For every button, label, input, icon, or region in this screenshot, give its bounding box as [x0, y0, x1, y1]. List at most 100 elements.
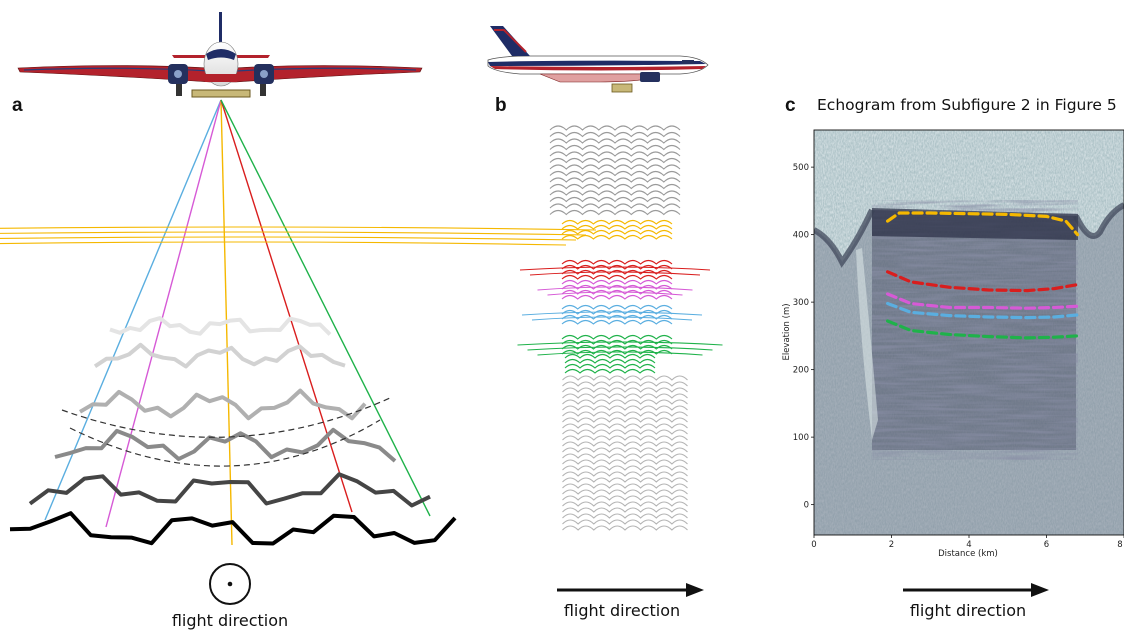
y-tick-label: 400 — [793, 231, 809, 241]
layer-4 — [54, 427, 397, 463]
traced-layer-2 — [886, 270, 1080, 293]
waveform-row — [562, 411, 688, 417]
waveform-row-green — [561, 339, 673, 345]
waveform-row — [562, 423, 688, 429]
beam-blue — [44, 99, 222, 521]
waveform-row — [549, 170, 681, 177]
waveform-row — [562, 417, 688, 423]
flight-direction-arrow-c-icon — [903, 583, 1049, 597]
waveform-band-yellow — [0, 226, 597, 231]
waveform-row — [562, 399, 688, 405]
echogram-axes: 0 2 4 6 8 0 100 200 300 400 500 — [793, 163, 1124, 550]
waveform-row — [562, 483, 688, 489]
layer-1 — [109, 316, 332, 336]
beam-red — [220, 99, 353, 513]
traced-layer-1 — [886, 211, 1080, 237]
waveform-row — [562, 381, 688, 387]
flight-direction-arrow-b-icon — [557, 583, 704, 597]
waveform-band-magenta — [547, 291, 683, 296]
waveform-row — [549, 144, 681, 151]
waveform-band-red — [519, 266, 711, 271]
waveform-row-magenta — [561, 279, 673, 285]
waveform-band-yellow — [0, 231, 587, 236]
waveform-row-red — [561, 274, 673, 280]
waveform-row — [562, 525, 688, 531]
panel-label-c: c — [785, 95, 796, 116]
layer-6 — [9, 511, 457, 546]
panel-a: a flight direction — [9, 12, 457, 630]
traced-layer-4 — [886, 301, 1080, 320]
curvature-arc-2 — [69, 419, 381, 467]
traced-layer-3 — [886, 292, 1080, 310]
waveform-row-yellow — [561, 229, 673, 235]
waveform-row-yellow — [561, 234, 673, 240]
waveform-row — [549, 164, 681, 170]
panel-label-b: b — [495, 95, 507, 116]
echogram-image — [814, 130, 1124, 535]
waveform-row — [562, 447, 688, 453]
waveform-row — [549, 203, 681, 209]
curvature-arc-1 — [61, 397, 391, 438]
chart-title: Echogram from Subfigure 2 in Figure 5 — [817, 96, 1117, 114]
waveform-row — [562, 435, 688, 441]
flight-direction-dot-icon — [227, 581, 233, 587]
waveform-row-green — [564, 368, 656, 374]
waveform-row — [562, 429, 688, 435]
y-tick-label: 100 — [793, 433, 809, 443]
x-tick-label: 6 — [1044, 540, 1049, 550]
waveform-row — [549, 157, 681, 164]
panel-label-a: a — [12, 95, 23, 116]
waveform-row — [562, 471, 688, 477]
panel-b: b flight direction — [0, 26, 723, 620]
waveform-row — [562, 489, 688, 495]
waveform-row — [562, 405, 688, 411]
subsurface-layers — [9, 316, 457, 546]
waveform-row — [549, 183, 681, 190]
beam-green — [220, 99, 431, 517]
waveform-row-yellow — [561, 224, 673, 230]
y-tick-label: 200 — [793, 366, 809, 376]
waveform-row-blue — [561, 309, 673, 315]
waveform-band-yellow — [0, 241, 567, 246]
waveform-row — [562, 465, 688, 471]
layer-3 — [78, 388, 367, 421]
waveform-row — [562, 459, 688, 465]
waveform-row — [549, 196, 681, 203]
waveform-row — [562, 393, 688, 399]
waveform-row-yellow — [561, 219, 673, 225]
waveform-row-green — [561, 349, 673, 355]
traced-layer-5 — [886, 319, 1080, 340]
y-tick-label: 500 — [793, 163, 809, 173]
waveform-band-green — [527, 346, 713, 351]
waveform-band-green — [537, 351, 703, 356]
layer-5 — [28, 472, 431, 508]
y-tick-label: 300 — [793, 298, 809, 308]
airplane-side-icon — [487, 26, 709, 93]
waveform-row — [549, 131, 681, 138]
waveform-row-blue — [561, 319, 673, 325]
y-axis-label: Elevation (m) — [782, 303, 792, 360]
x-tick-label: 4 — [966, 540, 971, 550]
waveform-row — [549, 177, 681, 183]
waveform-row — [562, 519, 688, 525]
waveform-row — [549, 190, 681, 196]
waveform-row — [562, 507, 688, 513]
x-tick-label: 8 — [1117, 540, 1122, 550]
waveform-row — [562, 387, 688, 393]
waveform-row — [549, 209, 681, 216]
flight-direction-out-of-page-icon — [209, 563, 251, 605]
x-tick-label: 2 — [889, 540, 894, 550]
waveform-row-red — [561, 264, 673, 270]
waveform-row-magenta — [561, 289, 673, 295]
waveform-row — [562, 495, 688, 501]
waveform-row — [562, 441, 688, 447]
panel-c: c Echogram from Subfigure 2 in Figure 5 … — [782, 95, 1124, 620]
airplane-front-icon — [17, 12, 423, 98]
waveform-row-blue — [561, 314, 673, 320]
waveform-row-red — [561, 269, 673, 275]
waveform-row — [549, 138, 681, 144]
y-tick-label: 0 — [804, 501, 809, 511]
waveform-row-green — [564, 358, 656, 364]
waveform-band-green — [517, 341, 723, 346]
waveform-row — [562, 453, 688, 459]
